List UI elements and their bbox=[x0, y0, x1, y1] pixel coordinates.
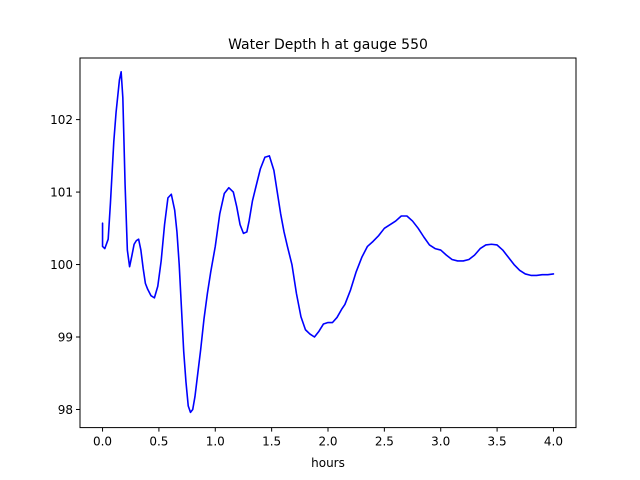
x-tick-label: 0.5 bbox=[149, 435, 168, 449]
chart-title: Water Depth h at gauge 550 bbox=[228, 37, 428, 53]
x-tick-label: 3.5 bbox=[488, 435, 507, 449]
y-tick-label: 99 bbox=[58, 331, 73, 345]
x-tick-label: 1.5 bbox=[262, 435, 281, 449]
x-tick-label: 1.0 bbox=[206, 435, 225, 449]
y-tick-label: 102 bbox=[50, 113, 73, 127]
plot-layer bbox=[101, 70, 555, 414]
y-tick-label: 101 bbox=[50, 186, 73, 200]
y-tick-label: 98 bbox=[58, 403, 73, 417]
series-line-0 bbox=[101, 70, 555, 414]
x-axis-label: hours bbox=[311, 456, 345, 470]
x-tick-label: 2.5 bbox=[375, 435, 394, 449]
x-tick-label: 0.0 bbox=[93, 435, 112, 449]
x-tick-label: 2.0 bbox=[318, 435, 337, 449]
ticks-layer: 0.0 0.5 1.0 1.5 2.0 2.5 3.0 3.5 4.0 98 99 100 101 102 bbox=[50, 113, 563, 449]
x-tick-label: 3.0 bbox=[431, 435, 450, 449]
y-tick-label: 100 bbox=[50, 258, 73, 272]
x-tick-label: 4.0 bbox=[544, 435, 563, 449]
